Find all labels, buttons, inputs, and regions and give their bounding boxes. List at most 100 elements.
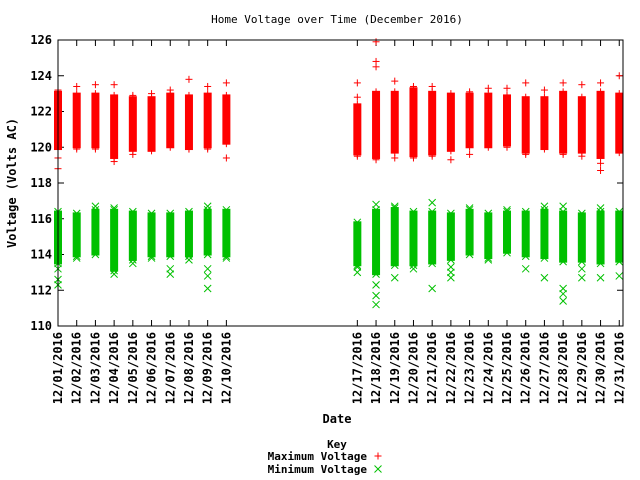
point-minimum-voltage [559, 297, 567, 305]
point-low-minimum-voltage [91, 250, 100, 259]
point-maximum-voltage [447, 156, 455, 164]
point-high-minimum-voltage [465, 205, 474, 214]
x-tick-label: 12/09/2016 [201, 332, 215, 404]
point-high-minimum-voltage [484, 209, 493, 218]
point-minimum-voltage [503, 205, 511, 214]
legend-label-minimum-voltage: Minimum Voltage [268, 463, 368, 476]
x-tick-label: 12/17/2016 [350, 332, 364, 404]
point-high-minimum-voltage [409, 207, 418, 216]
point-minimum-voltage [465, 204, 474, 212]
point-maximum-voltage [222, 79, 230, 87]
point-maximum-voltage [353, 79, 361, 87]
point-low-minimum-voltage [372, 270, 380, 279]
y-tick-label: 124 [30, 69, 52, 83]
y-tick-label: 122 [30, 105, 52, 119]
point-minimum-voltage [390, 202, 399, 211]
point-column-minimum-voltage [615, 210, 624, 263]
legend: Key Maximum Voltage Minimum Voltage [268, 438, 382, 476]
point-high-minimum-voltage [596, 207, 605, 216]
point-minimum-voltage [128, 259, 137, 268]
y-axis-label: Voltage (Volts AC) [5, 118, 19, 248]
x-tick-label: 12/02/2016 [70, 332, 84, 404]
point-column-minimum-voltage [446, 212, 455, 261]
point-high-minimum-voltage [428, 207, 437, 216]
point-high-maximum-voltage [73, 90, 81, 98]
x-tick-label: 12/31/2016 [612, 332, 626, 404]
point-high-minimum-voltage [540, 205, 549, 214]
point-minimum-voltage [559, 202, 567, 211]
point-column-maximum-voltage [390, 90, 399, 154]
point-maximum-voltage [73, 145, 81, 153]
point-maximum-voltage [372, 38, 380, 46]
point-column-maximum-voltage [596, 90, 605, 159]
point-low-maximum-voltage [466, 143, 474, 151]
point-minimum-voltage [203, 284, 212, 293]
point-high-minimum-voltage [110, 205, 118, 214]
point-high-minimum-voltage [91, 205, 100, 214]
point-low-minimum-voltage [484, 254, 493, 262]
point-low-maximum-voltage [540, 145, 548, 153]
point-low-maximum-voltage [166, 143, 174, 151]
point-maximum-voltage [559, 150, 567, 158]
point-high-minimum-voltage [222, 205, 231, 214]
point-maximum-voltage [578, 81, 586, 89]
point-column-minimum-voltage [521, 210, 530, 258]
point-column-minimum-voltage [72, 212, 81, 258]
point-minimum-voltage [185, 256, 193, 264]
legend-marker-minimum-voltage [374, 465, 382, 473]
point-maximum-voltage [73, 82, 81, 90]
point-high-minimum-voltage [521, 207, 530, 216]
x-tick-label: 12/18/2016 [369, 332, 383, 404]
point-low-minimum-voltage [559, 257, 567, 266]
point-column-minimum-voltage [91, 208, 100, 256]
point-column-minimum-voltage [577, 212, 586, 263]
point-column-maximum-voltage [222, 94, 231, 145]
point-maximum-voltage [503, 143, 511, 151]
y-tick-label: 118 [30, 176, 52, 190]
point-column-maximum-voltage [577, 96, 586, 154]
point-maximum-voltage [204, 145, 212, 153]
point-minimum-voltage [203, 264, 212, 273]
x-tick-label: 12/25/2016 [500, 332, 514, 404]
point-maximum-voltage [428, 82, 436, 90]
point-low-minimum-voltage [577, 257, 586, 266]
point-column-maximum-voltage [559, 90, 568, 154]
point-high-minimum-voltage [185, 207, 193, 216]
point-maximum-voltage [428, 152, 436, 160]
point-column-minimum-voltage [203, 208, 212, 256]
point-high-maximum-voltage [372, 88, 380, 96]
point-minimum-voltage [390, 273, 399, 282]
point-high-maximum-voltage [222, 91, 230, 99]
point-high-maximum-voltage [353, 100, 361, 108]
point-minimum-voltage [72, 254, 81, 262]
point-high-maximum-voltage [597, 88, 605, 96]
point-low-minimum-voltage [203, 250, 212, 259]
point-low-minimum-voltage [615, 257, 624, 266]
point-low-minimum-voltage [447, 256, 455, 264]
point-minimum-voltage [577, 264, 586, 273]
point-maximum-voltage [372, 63, 380, 71]
x-tick-label: 12/27/2016 [537, 332, 551, 404]
point-maximum-voltage [185, 145, 193, 153]
x-tick-label: 12/01/2016 [51, 332, 65, 404]
series-maximum-voltage [54, 38, 624, 174]
x-axis-label: Date [323, 412, 352, 426]
point-high-minimum-voltage [128, 207, 137, 216]
point-column-maximum-voltage [465, 92, 474, 149]
point-column-maximum-voltage [503, 94, 512, 147]
point-low-minimum-voltage [128, 256, 137, 264]
point-low-minimum-voltage [540, 254, 549, 262]
y-tick-label: 112 [30, 283, 52, 297]
point-minimum-voltage [428, 284, 437, 293]
point-high-maximum-voltage [615, 90, 623, 98]
point-minimum-voltage [372, 200, 380, 209]
point-low-maximum-voltage [615, 149, 623, 157]
point-maximum-voltage [484, 84, 492, 92]
point-low-maximum-voltage [148, 147, 156, 155]
x-tick-label: 12/30/2016 [594, 332, 608, 404]
point-maximum-voltage [466, 150, 474, 158]
point-maximum-voltage [540, 86, 548, 94]
point-column-maximum-voltage [409, 87, 418, 158]
x-tick-label: 12/05/2016 [126, 332, 140, 404]
x-tick-label: 12/23/2016 [463, 332, 477, 404]
